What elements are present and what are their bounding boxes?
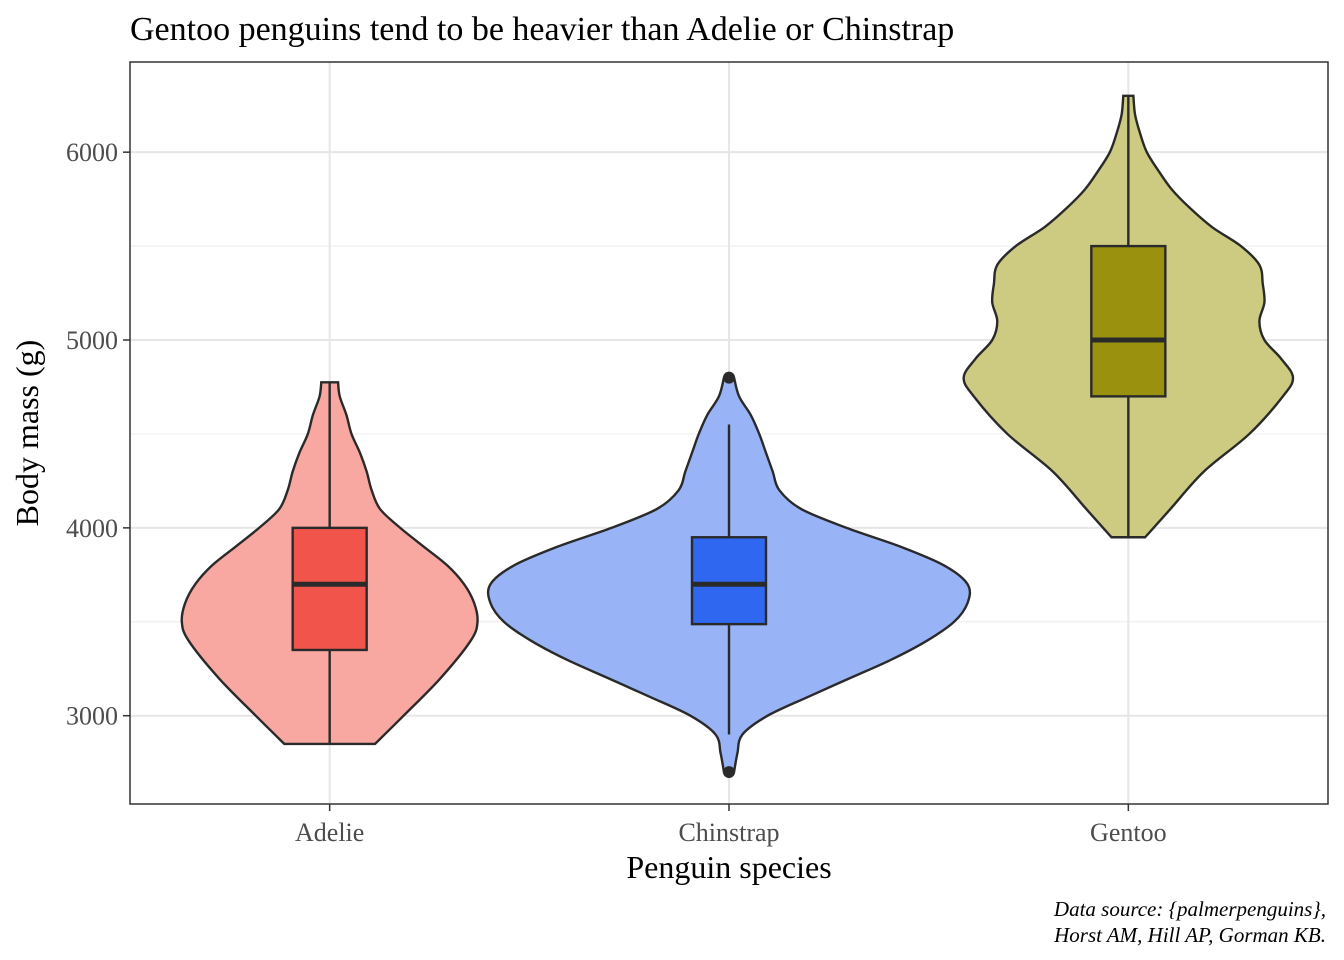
caption-line-1: Data source: {palmerpenguins}, (1053, 897, 1326, 921)
outlier-point (723, 371, 735, 384)
outlier-point (723, 766, 735, 779)
violin-gentoo (962, 94, 1295, 539)
box-iqr (690, 536, 768, 626)
violin-adelie (180, 381, 479, 746)
box-iqr (1090, 244, 1167, 398)
violin-group (180, 94, 1295, 779)
axes: 3000 4000 5000 6000 Adelie Chinstrap Gentoo (66, 138, 1167, 847)
caption-line-2: Horst AM, Hill AP, Gorman KB. (1053, 923, 1326, 947)
y-axis-title: Body mass (g) (9, 340, 45, 527)
x-tick-label: Gentoo (1090, 818, 1167, 847)
y-tick-label: 4000 (66, 514, 118, 543)
violin-chinstrap (486, 371, 972, 779)
y-tick-label: 5000 (66, 326, 118, 355)
chart-title: Gentoo penguins tend to be heavier than … (130, 11, 954, 48)
y-tick-label: 3000 (66, 702, 118, 731)
x-axis-title: Penguin species (626, 849, 831, 885)
y-tick-label: 6000 (66, 138, 118, 167)
x-tick-label: Chinstrap (678, 818, 779, 847)
box-iqr (291, 526, 368, 652)
x-tick-label: Adelie (295, 818, 364, 847)
